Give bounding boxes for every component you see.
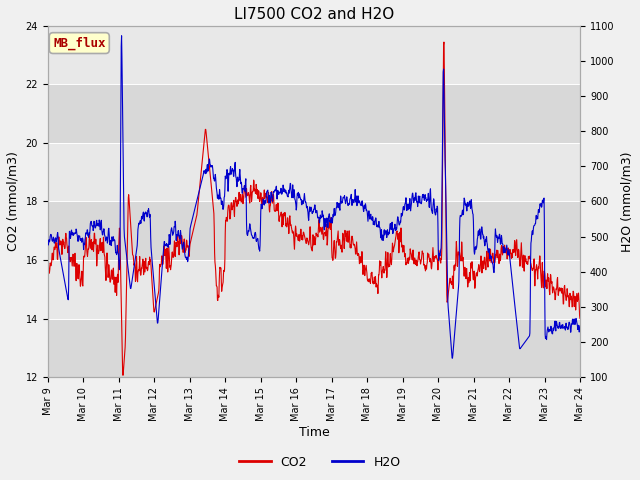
Bar <box>48 319 580 377</box>
Title: LI7500 CO2 and H2O: LI7500 CO2 and H2O <box>234 7 394 22</box>
Text: MB_flux: MB_flux <box>53 36 106 50</box>
Legend: CO2, H2O: CO2, H2O <box>234 451 406 474</box>
Y-axis label: H2O (mmol/m3): H2O (mmol/m3) <box>620 151 633 252</box>
Bar <box>48 202 580 260</box>
Bar <box>48 84 580 143</box>
X-axis label: Time: Time <box>299 426 330 440</box>
Y-axis label: CO2 (mmol/m3): CO2 (mmol/m3) <box>7 152 20 252</box>
